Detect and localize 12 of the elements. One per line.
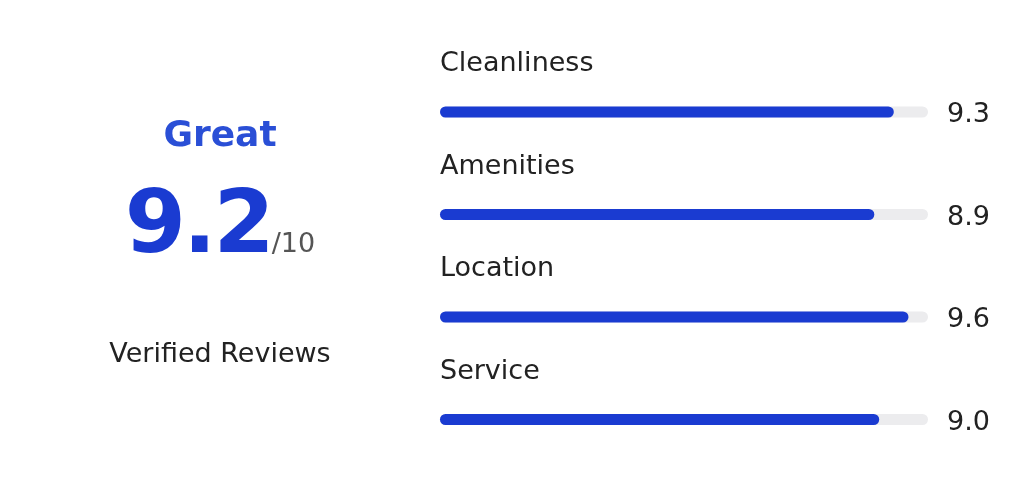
text: 9.2: [124, 170, 272, 273]
data-label: 9.0: [947, 404, 990, 436]
data-label: 9.6: [947, 302, 990, 333]
y-tick-label: Amenities: [440, 148, 575, 180]
data-label: 8.9: [947, 199, 990, 231]
text: Great: [163, 113, 277, 154]
y-tick-label: Cleanliness: [440, 46, 594, 77]
text: Verified Reviews: [109, 337, 331, 368]
y-tick-label: Location: [440, 251, 555, 282]
text: /10: [271, 227, 316, 258]
data-label: 9.3: [947, 97, 990, 128]
y-tick-label: Service: [440, 353, 540, 385]
